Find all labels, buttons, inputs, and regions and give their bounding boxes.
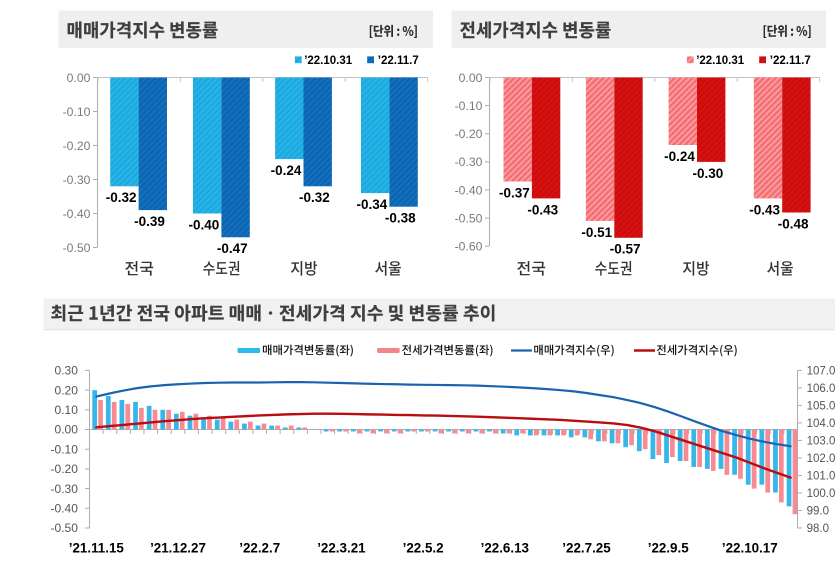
svg-text:-0.30: -0.30 [63,173,91,187]
svg-text:-0.24: -0.24 [664,149,695,164]
svg-text:-0.32: -0.32 [299,190,330,205]
svg-text:0.20: 0.20 [55,383,79,397]
svg-text:’22.9.5: ’22.9.5 [648,541,690,556]
svg-text:100.0: 100.0 [807,488,835,500]
svg-text:-0.50: -0.50 [63,241,91,255]
svg-text:0.00: 0.00 [67,71,91,85]
svg-text:-0.43: -0.43 [749,202,780,217]
svg-text:-0.20: -0.20 [455,127,483,141]
svg-text:98.0: 98.0 [807,523,829,535]
svg-text:’22.11.7: ’22.11.7 [378,55,419,67]
svg-text:99.0: 99.0 [807,506,829,518]
svg-text:-0.30: -0.30 [455,155,483,169]
svg-text:’22.10.31: ’22.10.31 [304,55,353,67]
svg-text:-0.20: -0.20 [51,462,79,476]
svg-text:-0.47: -0.47 [217,241,248,256]
svg-text:-0.39: -0.39 [134,214,165,229]
svg-text:107.0: 107.0 [807,366,835,378]
svg-text:-0.40: -0.40 [63,207,91,221]
svg-text:-0.30: -0.30 [693,166,724,181]
svg-text:-0.10: -0.10 [63,105,91,119]
svg-text:-0.38: -0.38 [385,211,416,226]
svg-text:104.0: 104.0 [807,418,835,430]
svg-text:’22.5.2: ’22.5.2 [403,541,444,556]
svg-text:-0.34: -0.34 [357,197,388,212]
svg-text:-0.40: -0.40 [189,217,220,232]
svg-text:-0.51: -0.51 [581,225,612,240]
svg-text:-0.32: -0.32 [106,190,137,205]
svg-text:-0.43: -0.43 [527,202,558,217]
svg-text:-0.10: -0.10 [455,99,483,113]
svg-text:’21.11.15: ’21.11.15 [69,541,125,556]
svg-text:-0.50: -0.50 [455,211,483,225]
svg-text:’22.7.25: ’22.7.25 [562,541,611,556]
svg-text:103.0: 103.0 [807,436,835,448]
svg-text:0.30: 0.30 [55,364,79,378]
svg-text:106.0: 106.0 [807,383,835,395]
svg-text:101.0: 101.0 [807,471,835,483]
svg-text:-0.50: -0.50 [51,521,79,535]
svg-text:-0.48: -0.48 [778,216,809,231]
svg-text:0.10: 0.10 [55,403,79,417]
svg-text:’22.10.17: ’22.10.17 [722,541,778,556]
svg-text:’22.3.21: ’22.3.21 [317,541,366,556]
svg-text:-0.10: -0.10 [51,442,79,456]
svg-text:102.0: 102.0 [807,453,835,465]
svg-text:-0.40: -0.40 [51,502,79,516]
svg-text:’22.6.13: ’22.6.13 [481,541,529,556]
svg-text:’22.2.7: ’22.2.7 [239,541,280,556]
svg-text:-0.30: -0.30 [51,482,79,496]
svg-text:-0.24: -0.24 [271,163,302,178]
svg-text:0.00: 0.00 [55,423,79,437]
svg-text:-0.60: -0.60 [455,240,483,254]
svg-text:0.00: 0.00 [459,71,483,85]
svg-text:-0.40: -0.40 [455,183,483,197]
svg-text:’22.11.7: ’22.11.7 [770,55,811,67]
svg-text:’21.12.27: ’21.12.27 [150,541,206,556]
svg-text:’22.10.31: ’22.10.31 [696,55,745,67]
svg-text:105.0: 105.0 [807,401,835,413]
svg-text:-0.20: -0.20 [63,139,91,153]
svg-text:-0.57: -0.57 [610,242,641,257]
svg-text:-0.37: -0.37 [499,185,530,200]
